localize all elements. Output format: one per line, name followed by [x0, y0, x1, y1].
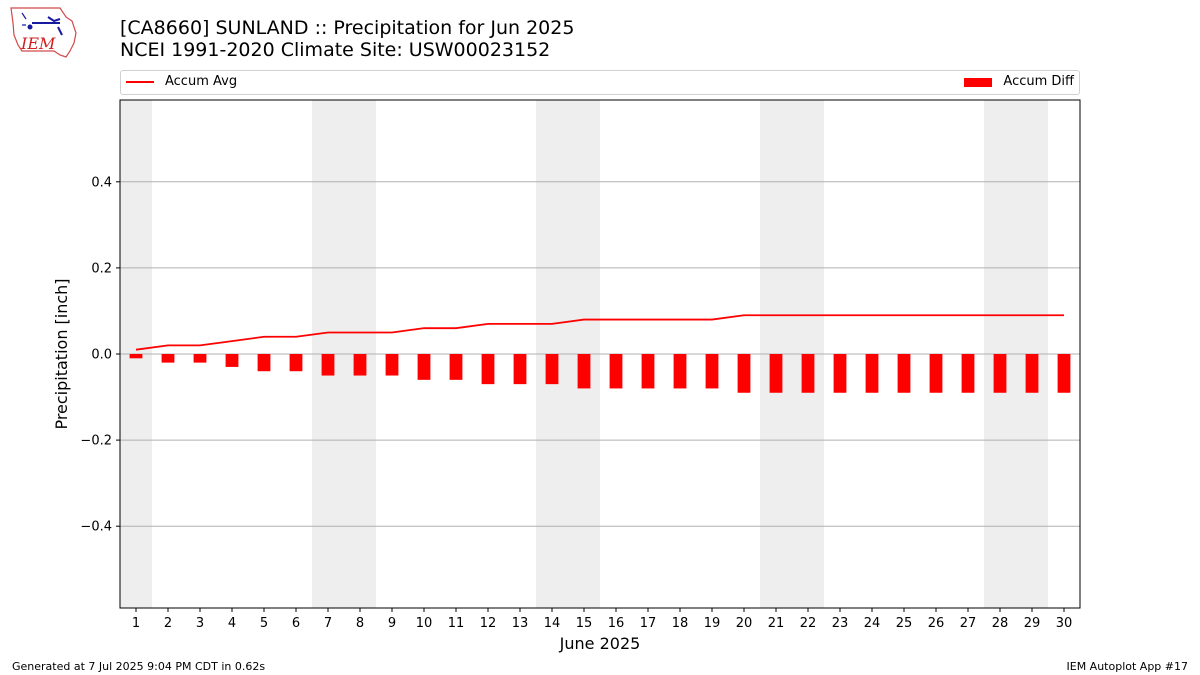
bar-accum-diff	[737, 354, 751, 393]
x-tick-label: 6	[292, 616, 300, 631]
x-tick-label: 28	[992, 616, 1009, 631]
x-axis-label: June 2025	[559, 634, 641, 653]
x-tick-label: 20	[736, 616, 753, 631]
x-tick-label: 23	[832, 616, 849, 631]
iem-logo: IEM	[10, 7, 77, 58]
x-tick-label: 17	[640, 616, 657, 631]
x-tick-label: 22	[800, 616, 817, 631]
bar-accum-diff	[385, 354, 399, 376]
x-tick-label: 7	[324, 616, 332, 631]
legend-line-swatch	[126, 81, 154, 83]
bar-accum-diff	[961, 354, 975, 393]
x-tick-label: 25	[896, 616, 913, 631]
bar-accum-diff	[769, 354, 783, 393]
bar-accum-diff	[1025, 354, 1039, 393]
line-accum-avg	[135, 314, 1064, 351]
bar-accum-diff	[289, 354, 303, 372]
x-tick-label: 26	[928, 616, 945, 631]
bar-accum-diff	[929, 354, 943, 393]
bar-accum-diff	[321, 354, 335, 376]
bar-accum-diff	[833, 354, 847, 393]
legend: Accum Avg Accum Diff	[120, 70, 1080, 95]
x-tick-label: 8	[356, 616, 364, 631]
x-tick-label: 30	[1056, 616, 1073, 631]
y-tick-label: −0.4	[80, 520, 112, 535]
generated-timestamp: Generated at 7 Jul 2025 9:04 PM CDT in 0…	[12, 660, 266, 673]
legend-item-accum-avg: Accum Avg	[126, 73, 237, 91]
bar-accum-diff	[513, 354, 527, 385]
bar-accum-diff	[609, 354, 623, 389]
bar-accum-diff	[545, 354, 559, 385]
x-tick-label: 27	[960, 616, 977, 631]
bar-accum-diff	[417, 354, 431, 380]
chart-title: [CA8660] SUNLAND :: Precipitation for Ju…	[120, 17, 575, 39]
x-tick-label: 11	[448, 616, 465, 631]
x-tick-label: 10	[416, 616, 433, 631]
y-tick-label: 0.2	[91, 261, 112, 276]
bar-accum-diff	[481, 354, 495, 385]
bar-accum-diff	[801, 354, 815, 393]
bar-accum-diff	[257, 354, 271, 372]
x-tick-label: 2	[164, 616, 172, 631]
x-tick-label: 29	[1024, 616, 1041, 631]
legend-bar-swatch	[964, 77, 993, 87]
y-axis-label: Precipitation [inch]	[52, 278, 71, 429]
bar-accum-diff	[225, 354, 239, 367]
bar-accum-diff	[1057, 354, 1071, 393]
y-tick-label: 0.0	[91, 348, 112, 363]
bar-accum-diff	[993, 354, 1007, 393]
x-tick-label: 18	[672, 616, 689, 631]
plot-frame	[119, 99, 1081, 609]
x-tick-label: 3	[196, 616, 204, 631]
legend-label-accum-avg: Accum Avg	[165, 74, 238, 89]
legend-label-accum-diff: Accum Diff	[1003, 74, 1074, 89]
bar-accum-diff	[577, 354, 591, 389]
bar-accum-diff	[705, 354, 719, 389]
chart-subtitle: NCEI 1991-2020 Climate Site: USW00023152	[120, 39, 551, 61]
legend-item-accum-diff: Accum Diff	[964, 73, 1074, 91]
bar-accum-diff	[161, 354, 175, 363]
x-tick-label: 4	[228, 616, 236, 631]
bar-accum-diff	[449, 354, 463, 380]
x-tick-label: 5	[260, 616, 268, 631]
bar-accum-diff	[673, 354, 687, 389]
x-tick-label: 15	[576, 616, 593, 631]
bar-accum-diff	[129, 354, 143, 359]
x-tick-label: 24	[864, 616, 881, 631]
x-tick-label: 16	[608, 616, 625, 631]
x-tick-label: 19	[704, 616, 721, 631]
bar-accum-diff	[897, 354, 911, 393]
logo-text: IEM	[20, 34, 56, 53]
y-tick-label: −0.2	[80, 434, 112, 449]
bar-accum-diff	[193, 354, 207, 363]
x-tick-label: 14	[544, 616, 561, 631]
bar-accum-diff	[865, 354, 879, 393]
bar-accum-diff	[353, 354, 367, 376]
x-tick-label: 21	[768, 616, 785, 631]
x-tick-label: 9	[388, 616, 396, 631]
x-tick-label: 12	[480, 616, 497, 631]
x-tick-label: 13	[512, 616, 529, 631]
app-credit: IEM Autoplot App #17	[1066, 660, 1189, 673]
y-tick-label: 0.4	[91, 175, 112, 190]
x-tick-label: 1	[132, 616, 140, 631]
bar-accum-diff	[641, 354, 655, 389]
